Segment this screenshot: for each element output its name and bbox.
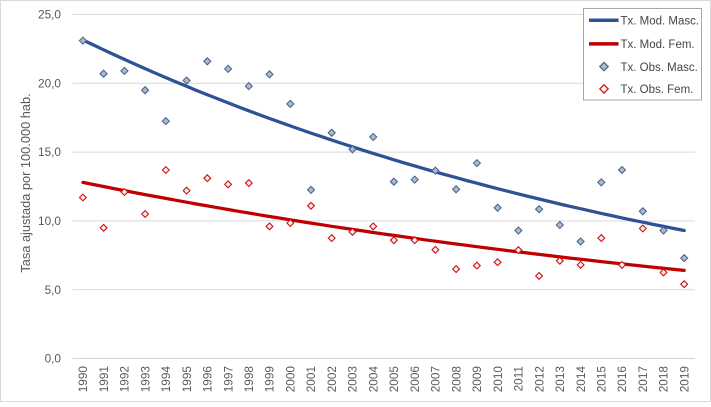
svg-text:2011: 2011 [512, 366, 526, 391]
svg-text:0,0: 0,0 [45, 352, 62, 366]
svg-text:25,0: 25,0 [38, 8, 61, 22]
svg-text:Tx. Mod. Fem.: Tx. Mod. Fem. [621, 39, 695, 51]
svg-text:1993: 1993 [138, 366, 152, 393]
svg-text:1994: 1994 [159, 366, 173, 393]
svg-text:2003: 2003 [346, 366, 360, 393]
svg-text:15,0: 15,0 [38, 145, 61, 159]
svg-text:2016: 2016 [615, 366, 629, 393]
svg-text:5,0: 5,0 [45, 283, 62, 297]
svg-text:2004: 2004 [366, 366, 380, 393]
svg-text:2012: 2012 [532, 366, 546, 392]
svg-text:2019: 2019 [677, 366, 691, 392]
svg-text:2015: 2015 [595, 366, 609, 393]
svg-text:10,0: 10,0 [38, 214, 61, 228]
svg-text:20,0: 20,0 [38, 76, 61, 90]
svg-text:1999: 1999 [263, 366, 277, 392]
svg-text:1997: 1997 [221, 366, 235, 392]
svg-text:2009: 2009 [470, 366, 484, 392]
svg-text:2006: 2006 [408, 366, 422, 393]
svg-text:2008: 2008 [449, 366, 463, 393]
svg-text:1998: 1998 [242, 366, 256, 393]
svg-text:2013: 2013 [553, 366, 567, 393]
svg-text:Tasa ajustada por 100.000 hab.: Tasa ajustada por 100.000 hab. [18, 93, 33, 272]
svg-text:1996: 1996 [201, 366, 215, 393]
svg-text:1991: 1991 [97, 366, 111, 392]
svg-text:2014: 2014 [574, 366, 588, 393]
svg-text:2001: 2001 [304, 366, 318, 392]
svg-text:Tx. Obs. Fem.: Tx. Obs. Fem. [621, 84, 694, 96]
svg-text:Tx. Obs. Masc.: Tx. Obs. Masc. [621, 62, 698, 74]
svg-text:2017: 2017 [636, 366, 650, 392]
svg-text:1995: 1995 [180, 366, 194, 393]
svg-text:2018: 2018 [657, 366, 671, 393]
svg-text:2007: 2007 [429, 366, 443, 392]
svg-text:Tx. Mod. Masc.: Tx. Mod. Masc. [621, 16, 700, 28]
svg-text:2002: 2002 [325, 366, 339, 392]
svg-text:1990: 1990 [76, 366, 90, 393]
svg-text:2010: 2010 [491, 366, 505, 393]
svg-text:2000: 2000 [284, 366, 298, 393]
svg-text:2005: 2005 [387, 366, 401, 393]
svg-text:1992: 1992 [118, 366, 132, 392]
